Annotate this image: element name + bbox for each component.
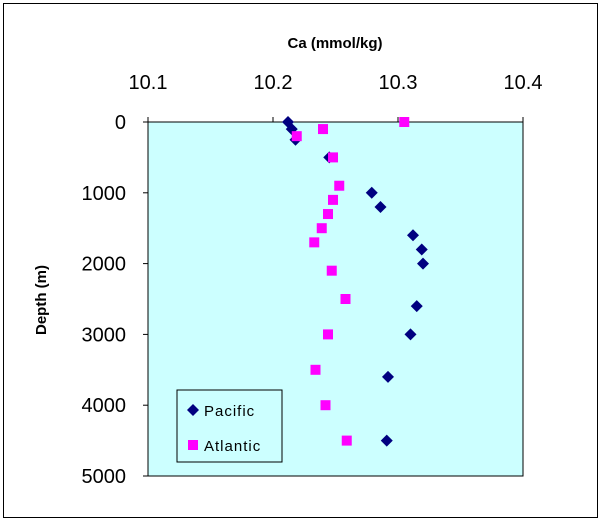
y-tick-label: 3000 (82, 324, 127, 346)
pacific-point (374, 200, 387, 213)
y-tick-label: 1000 (82, 183, 127, 205)
pacific-point (380, 434, 393, 447)
x-axis-title: Ca (mmol/kg) (287, 35, 382, 52)
atlantic-point (310, 364, 321, 375)
x-tick-label: 10.3 (379, 72, 418, 94)
atlantic-point (316, 223, 327, 234)
x-tick-label: 10.1 (129, 72, 168, 94)
y-tick-label: 2000 (82, 254, 127, 276)
x-axis: 10.1 10.2 10.3 10.4 (129, 72, 543, 122)
atlantic-point (323, 329, 333, 340)
pacific-point (382, 370, 394, 383)
atlantic-point (340, 294, 351, 304)
pacific-point (404, 328, 417, 341)
pacific-point (415, 243, 428, 256)
atlantic-point (341, 435, 352, 446)
data-points (282, 116, 429, 447)
pacific-point (410, 300, 423, 313)
legend: Pacific Atlantic (176, 389, 283, 463)
y-axis-title: Depth (m) (33, 265, 50, 335)
legend-pacific-marker (187, 404, 199, 416)
legend-atlantic-marker (188, 440, 198, 450)
x-tick-label: 10.4 (504, 72, 543, 94)
atlantic-point (328, 152, 338, 163)
atlantic-point (328, 194, 338, 205)
atlantic-point (334, 180, 345, 191)
legend-atlantic-label: Atlantic (204, 438, 261, 455)
y-tick-label: 5000 (82, 466, 127, 488)
atlantic-point (318, 124, 328, 135)
pacific-point (407, 229, 419, 242)
atlantic-point (291, 131, 302, 142)
y-axis: 0 1000 2000 3000 4000 5000 (82, 112, 148, 488)
y-tick-label: 0 (115, 112, 126, 134)
x-tick-label: 10.2 (254, 72, 293, 94)
atlantic-point (326, 265, 337, 276)
pacific-point (417, 257, 429, 270)
atlantic-point (309, 237, 320, 248)
atlantic-point (323, 209, 333, 220)
pacific-point (365, 186, 378, 199)
y-tick-label: 4000 (82, 395, 127, 417)
atlantic-point (399, 117, 410, 127)
atlantic-point (320, 400, 331, 411)
legend-pacific-label: Pacific (204, 403, 255, 420)
